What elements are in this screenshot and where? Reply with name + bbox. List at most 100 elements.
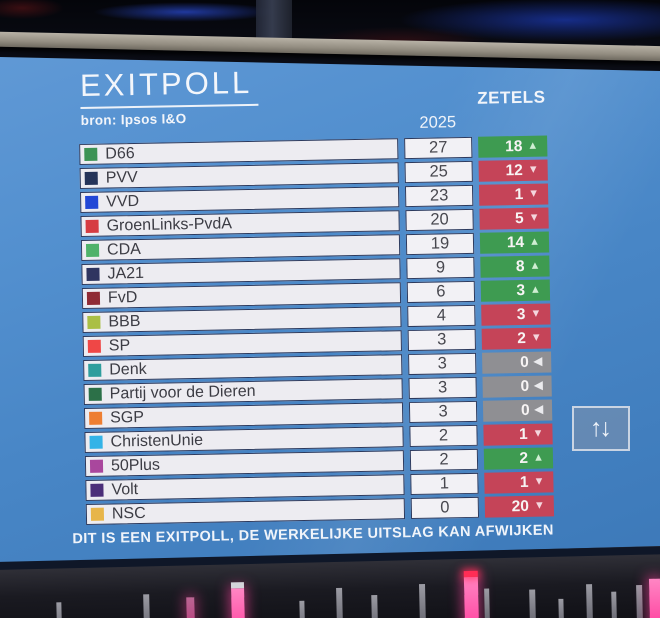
- change-arrow-icon: ▲: [529, 283, 541, 296]
- party-name: SGP: [109, 408, 145, 427]
- change-arrow-icon: ▲: [527, 139, 539, 152]
- light-bar-cap: [230, 582, 245, 589]
- change-badge: 3 ▼: [481, 303, 551, 326]
- change-arrow-icon: ◀: [534, 379, 543, 392]
- change-badge: 3 ▲: [480, 279, 551, 302]
- change-badge: 20 ▼: [484, 495, 555, 518]
- change-value: 1: [514, 185, 524, 203]
- change-arrow-icon: ▼: [530, 307, 542, 320]
- change-arrow-icon: ▼: [528, 187, 540, 200]
- light-bar-cap: [463, 570, 478, 578]
- party-color-swatch: [84, 147, 98, 161]
- year-column-header: 2025: [419, 113, 457, 132]
- studio-light-bar: [586, 584, 594, 618]
- studio-light-bar-pink: [463, 570, 480, 618]
- party-cell: NSC: [85, 498, 406, 525]
- change-arrow-icon: ▲: [529, 235, 541, 248]
- seats-2025: 2: [409, 448, 479, 472]
- change-arrow-icon: ▲: [532, 451, 545, 464]
- party-name: JA21: [107, 264, 145, 283]
- party-cell: BBB: [82, 306, 402, 334]
- change-badge: 14 ▲: [479, 231, 550, 254]
- studio-light-bar: [636, 585, 644, 618]
- change-value: 8: [515, 257, 525, 275]
- party-name: FvD: [107, 288, 138, 307]
- sort-arrows-icon: ↑↓: [590, 414, 612, 442]
- studio-light-bar: [143, 594, 151, 618]
- page-title: EXITPOLL: [79, 64, 259, 110]
- party-color-swatch: [86, 291, 101, 305]
- party-name: PVV: [105, 168, 138, 187]
- change-arrow-icon: ▼: [533, 499, 545, 512]
- seats-2025: 27: [404, 136, 473, 160]
- party-name: ChristenUnie: [110, 431, 204, 451]
- party-cell: SGP: [83, 402, 404, 430]
- studio-light-bar: [558, 598, 565, 618]
- change-badge: 18 ▲: [478, 135, 548, 158]
- seats-2025: 4: [407, 304, 476, 328]
- studio-light-bar-pink: [186, 597, 196, 618]
- studio-light-bar: [484, 588, 491, 618]
- party-cell: Denk: [83, 354, 403, 382]
- party-cell: FvD: [81, 282, 402, 310]
- seats-2025: 3: [408, 376, 477, 400]
- poll-table: D66 27 18 ▲ PVV 25 12 ▼ VVD 23 1 ▼: [63, 135, 590, 528]
- change-badge: 1 ▼: [478, 183, 549, 206]
- studio-light-bar: [336, 587, 344, 618]
- change-value: 1: [519, 473, 529, 491]
- change-arrow-icon: ▼: [530, 331, 542, 344]
- change-arrow-icon: ▼: [528, 211, 540, 224]
- party-name: 50Plus: [110, 456, 161, 475]
- party-color-swatch: [89, 435, 103, 449]
- change-value: 14: [506, 233, 525, 251]
- party-color-swatch: [88, 387, 102, 401]
- party-cell: CDA: [80, 234, 401, 262]
- party-name: D66: [105, 144, 135, 163]
- seats-2025: 0: [410, 496, 480, 520]
- change-arrow-icon: ▼: [527, 163, 539, 176]
- party-color-swatch: [85, 219, 99, 233]
- party-cell: SP: [82, 330, 402, 358]
- party-name: SP: [108, 336, 131, 355]
- change-value: 2: [517, 329, 527, 347]
- party-cell: D66: [79, 138, 399, 166]
- party-color-swatch: [84, 171, 98, 185]
- party-name: VVD: [106, 192, 140, 211]
- exitpoll-graphic: EXITPOLL bron: Ipsos I&O ZETELS 2025 D66…: [62, 53, 591, 547]
- studio-light-bar: [611, 591, 618, 618]
- party-name: NSC: [111, 504, 146, 523]
- source-credit: bron: Ipsos I&O: [80, 111, 187, 129]
- change-value: 1: [518, 425, 528, 443]
- change-value: 0: [519, 353, 529, 371]
- change-badge: 2 ▼: [481, 327, 551, 350]
- party-name: Volt: [111, 480, 139, 499]
- change-badge: 5 ▼: [479, 207, 549, 230]
- party-cell: PVV: [79, 162, 399, 190]
- party-color-swatch: [87, 315, 101, 329]
- party-name: Partij voor de Dieren: [109, 382, 256, 403]
- party-color-swatch: [85, 195, 99, 209]
- change-badge: 0 ◀: [482, 351, 552, 374]
- change-arrow-icon: ▲: [529, 259, 541, 272]
- change-badge: 1 ▼: [483, 423, 553, 446]
- party-color-swatch: [90, 483, 104, 497]
- change-value: 12: [505, 161, 523, 179]
- change-badge: 0 ◀: [482, 399, 553, 422]
- seats-2025: 25: [404, 160, 473, 184]
- party-cell: Volt: [85, 474, 405, 502]
- change-arrow-icon: ▼: [533, 475, 545, 488]
- seats-2025: 2: [409, 424, 478, 448]
- seats-2025: 1: [410, 472, 479, 496]
- change-value: 2: [519, 449, 529, 467]
- party-color-swatch: [89, 459, 104, 473]
- seats-2025: 19: [405, 232, 475, 256]
- change-arrow-icon: ◀: [533, 355, 543, 368]
- change-value: 3: [516, 305, 526, 323]
- sort-button[interactable]: ↑↓: [572, 406, 630, 451]
- change-arrow-icon: ▼: [532, 427, 544, 440]
- party-cell: Partij voor de Dieren: [83, 378, 403, 406]
- party-cell: VVD: [80, 186, 400, 214]
- party-name: BBB: [108, 312, 141, 331]
- change-badge: 2 ▲: [483, 447, 554, 470]
